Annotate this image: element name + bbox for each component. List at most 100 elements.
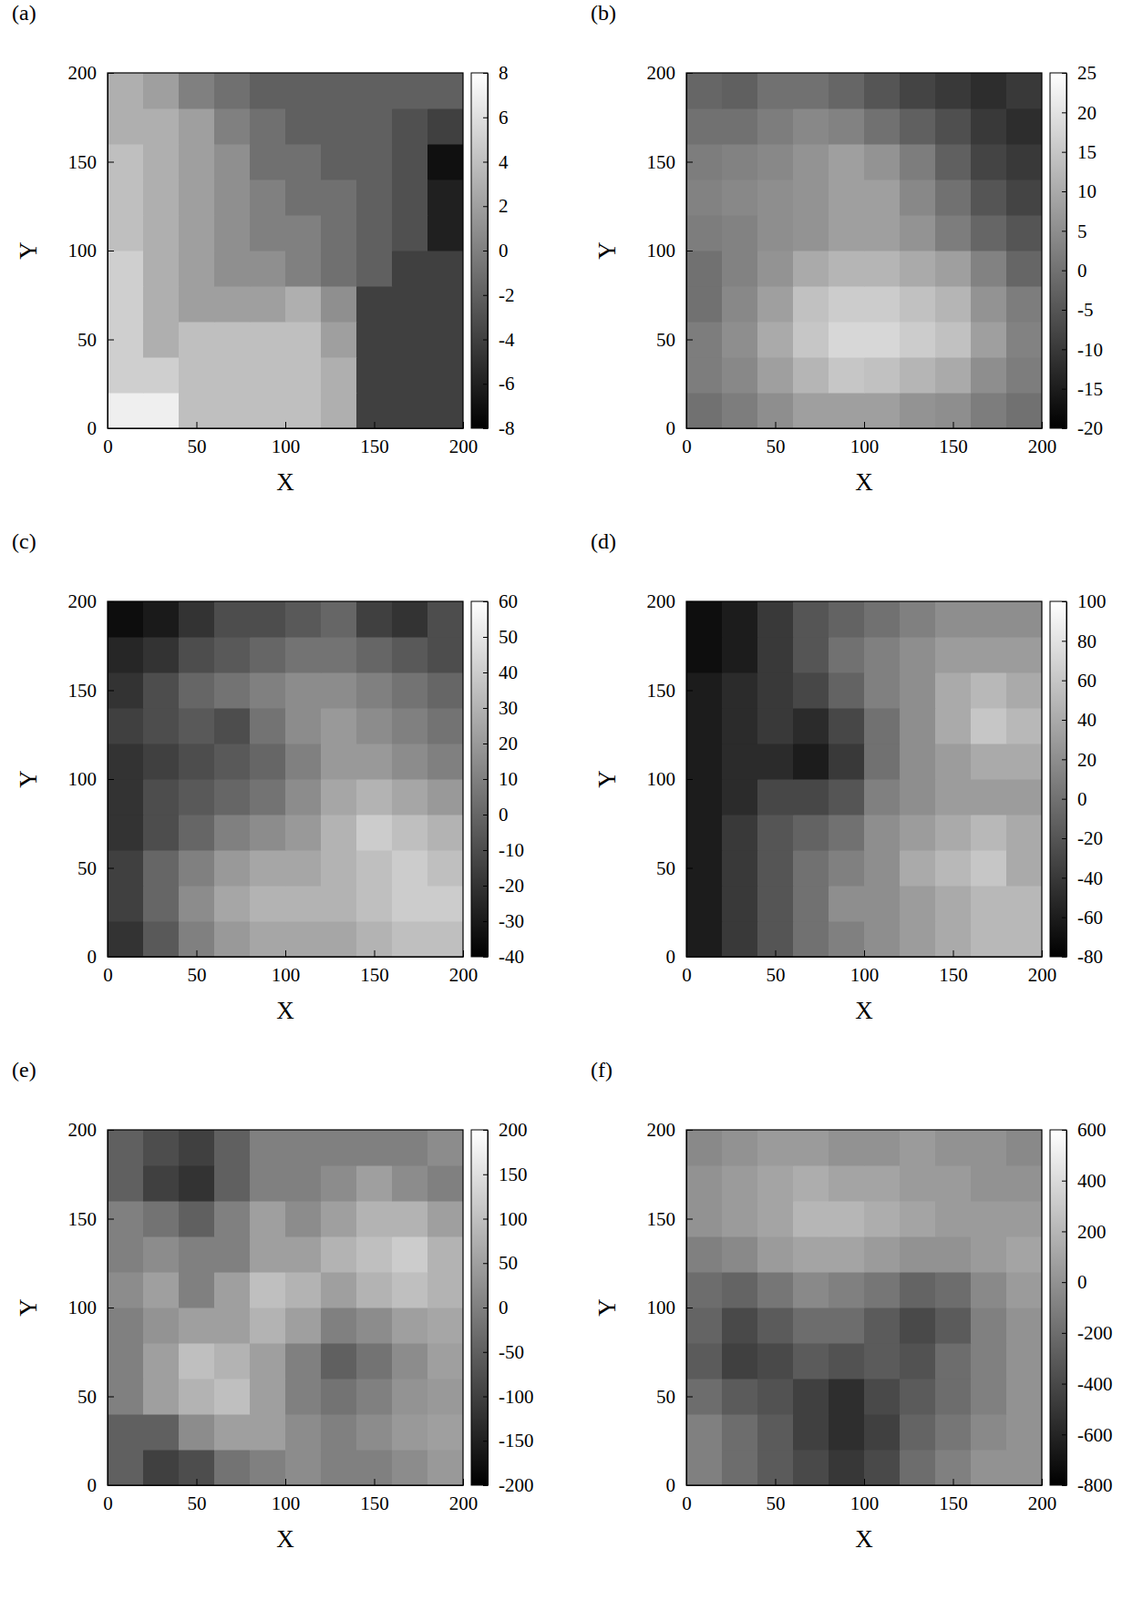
tick: 200 <box>68 61 115 84</box>
tick: 0 <box>666 1474 694 1497</box>
cell <box>1006 215 1042 252</box>
cell <box>427 392 464 429</box>
cell <box>792 1201 830 1238</box>
tick-label: 50 <box>77 857 97 880</box>
tick: 200 <box>647 61 694 84</box>
cell <box>107 921 145 958</box>
tick: -30 <box>483 910 525 933</box>
tick: 50 <box>187 1479 207 1515</box>
cell <box>935 108 972 145</box>
cell <box>391 215 429 252</box>
cell <box>792 1307 830 1345</box>
panel: (d)050100150200050100150200XY-80-60-40-2… <box>590 529 1107 1025</box>
tick-mark <box>1061 230 1067 232</box>
tick-label: 0 <box>87 417 98 440</box>
cell <box>686 672 723 710</box>
cell <box>686 72 723 110</box>
cell <box>935 1379 972 1416</box>
tick-label: 100 <box>647 768 677 791</box>
cell <box>285 850 322 887</box>
axis-line <box>487 602 489 958</box>
tick-label: -10 <box>1077 339 1103 361</box>
axis-line <box>687 428 1043 430</box>
cell <box>864 1414 901 1452</box>
cell <box>864 850 901 887</box>
cell <box>143 1201 180 1238</box>
tick-mark <box>686 339 693 341</box>
tick-mark <box>107 957 114 958</box>
cell <box>828 108 865 145</box>
tick-label: 50 <box>498 1252 518 1275</box>
tick: -20 <box>1061 827 1103 850</box>
tick-mark <box>775 1479 777 1486</box>
tick: -400 <box>1061 1373 1113 1396</box>
tick-mark <box>107 339 114 341</box>
cell <box>391 286 429 323</box>
cell <box>864 357 901 394</box>
cell <box>214 286 251 323</box>
cell <box>1006 1201 1042 1238</box>
cell <box>427 1343 464 1380</box>
color-bar <box>471 72 488 429</box>
tick-label: 0 <box>102 1493 114 1515</box>
tick: 150 <box>360 422 390 458</box>
tick: 10 <box>483 768 518 791</box>
cell <box>970 672 1008 710</box>
tick: 50 <box>766 950 786 987</box>
cell <box>792 392 830 429</box>
cell <box>970 779 1008 816</box>
cell <box>828 144 865 181</box>
axis: 050100150200 <box>681 1479 1057 1515</box>
cell <box>757 672 794 710</box>
tick-mark <box>483 708 488 710</box>
tick-mark <box>483 1352 488 1354</box>
cell <box>143 708 180 745</box>
cell <box>792 672 830 710</box>
tick: 30 <box>483 697 518 720</box>
cell <box>107 108 145 145</box>
cell <box>249 215 287 252</box>
tick: -600 <box>1061 1424 1113 1447</box>
tick: 0 <box>666 946 694 968</box>
tick-label: 100 <box>68 239 98 262</box>
cell <box>249 1236 287 1274</box>
tick-label: -6 <box>498 372 515 395</box>
tick-mark <box>1061 640 1067 642</box>
cell <box>356 708 393 745</box>
cell <box>757 1201 794 1238</box>
tick-label: 100 <box>647 1297 677 1319</box>
cell <box>427 1130 464 1167</box>
cell <box>356 1201 393 1238</box>
cell <box>757 392 794 429</box>
cell <box>143 1130 180 1167</box>
tick-mark <box>1041 1479 1043 1486</box>
cell <box>143 72 180 110</box>
cell <box>757 601 794 639</box>
axis: -80-60-40-20020406080100 <box>1061 590 1107 968</box>
cell <box>356 286 393 323</box>
tick-label: 200 <box>68 590 98 613</box>
cell <box>143 357 180 394</box>
cell <box>285 814 322 852</box>
tick: 50 <box>77 857 114 880</box>
cell <box>970 637 1008 674</box>
cell <box>107 321 145 359</box>
cell <box>970 1307 1008 1345</box>
cell <box>214 1130 251 1167</box>
tick-mark <box>686 72 693 74</box>
cell <box>427 1379 464 1416</box>
tick-mark <box>483 295 488 297</box>
cell <box>285 885 322 923</box>
cell <box>757 1165 794 1203</box>
cell <box>107 1272 145 1309</box>
cell <box>935 392 972 429</box>
cell <box>721 357 759 394</box>
tick-mark <box>483 1307 488 1309</box>
tick: 600 <box>1061 1119 1107 1142</box>
tick-mark <box>107 162 114 164</box>
cell <box>249 321 287 359</box>
cell <box>427 921 464 958</box>
cell <box>970 72 1008 110</box>
cell <box>792 601 830 639</box>
cell <box>285 1165 322 1203</box>
